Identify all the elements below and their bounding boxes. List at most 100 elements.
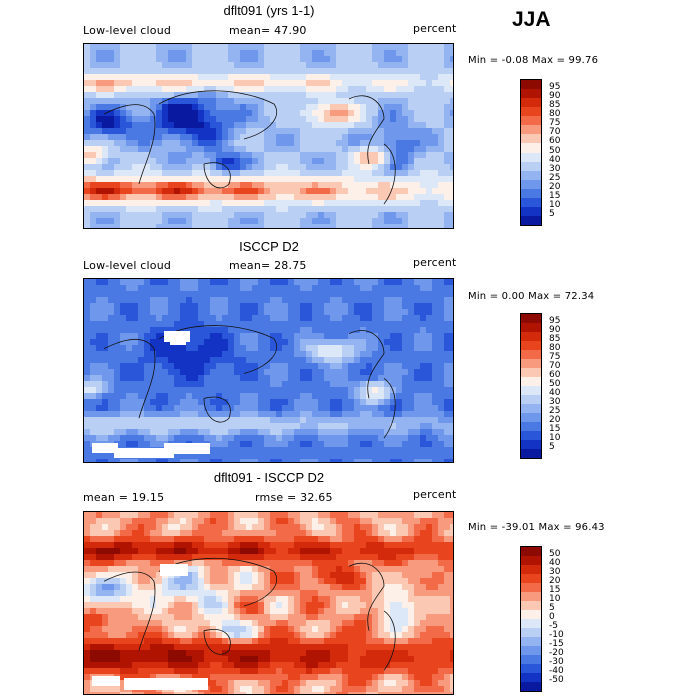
map-cell xyxy=(414,206,421,213)
map-cell xyxy=(276,327,283,334)
map-cell xyxy=(420,435,427,442)
map-cell xyxy=(348,122,355,129)
map-cell xyxy=(174,321,181,328)
map-cell xyxy=(228,224,235,228)
map-cell xyxy=(264,110,271,117)
map-cell xyxy=(120,74,127,81)
map-cell xyxy=(342,363,349,370)
map-cell xyxy=(252,116,259,123)
map-cell xyxy=(192,548,199,555)
map-cell xyxy=(222,122,229,129)
map-cell xyxy=(204,369,211,376)
map-cell xyxy=(198,548,205,555)
map-cell xyxy=(96,309,103,316)
map-cell xyxy=(426,303,433,310)
map-cell xyxy=(306,530,313,537)
map-cell xyxy=(432,224,439,228)
map-cell xyxy=(258,369,265,376)
map-cell xyxy=(420,608,427,615)
map-cell xyxy=(276,429,283,436)
map-cell xyxy=(192,309,199,316)
map-cell xyxy=(132,512,139,519)
map-cell xyxy=(348,134,355,141)
map-cell xyxy=(354,188,361,195)
map-cell xyxy=(174,590,181,597)
map-cell xyxy=(126,50,133,57)
map-cell xyxy=(342,182,349,189)
map-cell xyxy=(330,152,337,159)
map-cell xyxy=(198,146,205,153)
map-cell xyxy=(108,363,115,370)
map-cell xyxy=(294,608,301,615)
map-cell xyxy=(294,146,301,153)
map-cell xyxy=(96,176,103,183)
map-cell xyxy=(216,429,223,436)
map-cell xyxy=(276,399,283,406)
map-cell xyxy=(156,548,163,555)
map-cell xyxy=(96,50,103,57)
map-cell xyxy=(138,345,145,352)
map-cell xyxy=(246,56,253,63)
map-cell xyxy=(396,518,403,525)
map-cell xyxy=(90,194,97,201)
map-cell xyxy=(102,321,109,328)
map-cell xyxy=(216,224,223,228)
map-cell xyxy=(168,74,175,81)
map-cell xyxy=(360,608,367,615)
map-cell xyxy=(84,218,91,225)
map-cell xyxy=(366,164,373,171)
map-cell xyxy=(276,140,283,147)
map-cell xyxy=(114,554,121,561)
map-cell xyxy=(168,122,175,129)
map-cell xyxy=(114,423,121,430)
map-cell xyxy=(240,104,247,111)
map-cell xyxy=(198,74,205,81)
map-cell xyxy=(84,411,91,418)
map-cell xyxy=(426,542,433,549)
map-cell xyxy=(300,351,307,358)
map-cell xyxy=(96,303,103,310)
colorbar-swatch xyxy=(521,152,541,162)
map-cell xyxy=(294,399,301,406)
map-cell xyxy=(396,104,403,111)
map-cell xyxy=(318,182,325,189)
map-cell xyxy=(216,333,223,340)
map-cell xyxy=(420,104,427,111)
map-cell xyxy=(426,518,433,525)
map-cell xyxy=(216,536,223,543)
map-cell xyxy=(342,411,349,418)
map-cell xyxy=(414,333,421,340)
map-cell xyxy=(432,572,439,579)
map-cell xyxy=(210,512,217,519)
map-cell xyxy=(264,74,271,81)
map-cell xyxy=(96,357,103,364)
map-cell xyxy=(162,98,169,105)
map-cell xyxy=(216,411,223,418)
panel-title: ISCCP D2 xyxy=(239,239,299,254)
map-cell xyxy=(144,548,151,555)
map-cell xyxy=(282,224,289,228)
map-cell xyxy=(390,297,397,304)
map-cell xyxy=(276,447,283,454)
map-cell xyxy=(246,381,253,388)
map-cell xyxy=(306,542,313,549)
map-cell xyxy=(318,128,325,135)
map-cell xyxy=(156,518,163,525)
map-cell xyxy=(84,152,91,159)
map-cell xyxy=(102,435,109,442)
map-cell xyxy=(384,98,391,105)
map-cell xyxy=(444,572,451,579)
map-cell xyxy=(252,152,259,159)
map-cell xyxy=(372,518,379,525)
map-cell xyxy=(96,122,103,129)
map-cell xyxy=(360,453,367,460)
map-cell xyxy=(336,134,343,141)
map-cell xyxy=(114,134,121,141)
map-cell xyxy=(258,518,265,525)
map-cell xyxy=(264,381,271,388)
map-cell xyxy=(138,200,145,207)
map-cell xyxy=(138,435,145,442)
map-cell xyxy=(348,309,355,316)
map-cell xyxy=(168,134,175,141)
map-cell xyxy=(108,327,115,334)
